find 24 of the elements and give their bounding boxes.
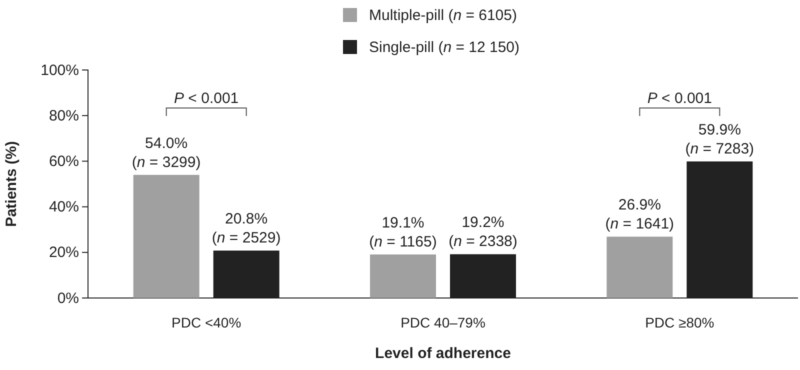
data-label: 20.8% (n = 2529) <box>212 210 281 247</box>
y-tick-label: 60% <box>48 153 79 170</box>
data-label: 26.9% (n = 1641) <box>605 196 674 233</box>
y-tick-label: 0% <box>57 290 79 307</box>
x-tick-label: PDC ≥80% <box>645 314 714 331</box>
y-tick-label: 20% <box>48 244 79 262</box>
y-tick-label: 80% <box>48 107 79 124</box>
data-label: 19.2% (n = 2338) <box>448 214 518 250</box>
annotation: P < 0.001 <box>647 90 712 107</box>
data-label: 59.9% (n = 7283) <box>685 121 754 158</box>
legend-label: Multiple-pill (n = 6105) <box>369 7 517 24</box>
y-axis-title: Patients (%) <box>3 141 20 227</box>
bar <box>133 174 200 298</box>
y-tick-label: 100% <box>40 62 79 79</box>
annotation: P < 0.001 <box>174 90 239 107</box>
legend-label: Single-pill (n = 12 150) <box>369 39 520 56</box>
x-axis-title: Level of adherence <box>375 345 511 362</box>
y-tick-label: 40% <box>48 198 79 216</box>
bar <box>370 254 436 298</box>
bar <box>606 236 673 298</box>
data-label: 19.1% (n = 1165) <box>369 214 437 250</box>
x-tick-label: PDC <40% <box>172 314 242 331</box>
x-tick-label: PDC 40–79% <box>400 314 486 331</box>
data-label: 54.0% (n = 3299) <box>132 134 201 171</box>
